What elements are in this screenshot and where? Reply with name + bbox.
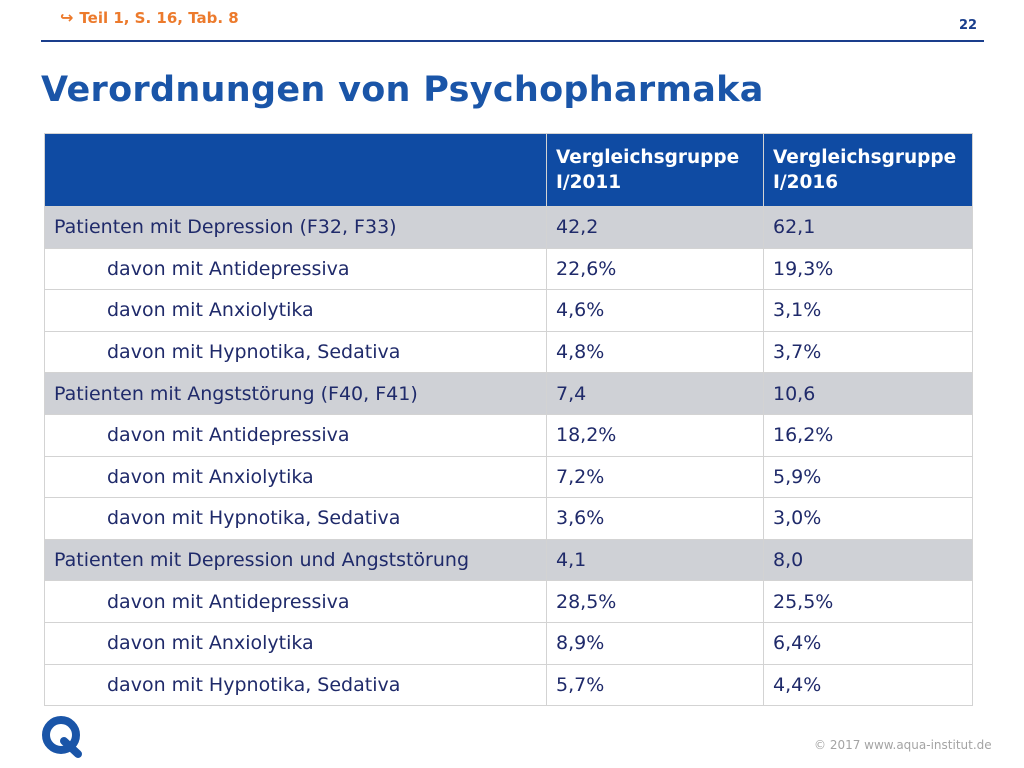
value-2016: 5,9% — [763, 455, 973, 499]
row-label: davon mit Antidepressiva — [44, 247, 547, 291]
value-2011: 4,8% — [546, 330, 764, 374]
value-2011: 3,6% — [546, 497, 764, 540]
value-2011: 42,2 — [546, 206, 764, 249]
value-2011: 7,4 — [546, 372, 764, 415]
value-2011: 8,9% — [546, 621, 764, 665]
value-2016: 16,2% — [763, 413, 973, 457]
table-row: davon mit Anxiolytika 4,6% 3,1% — [44, 289, 973, 332]
value-2016: 6,4% — [763, 621, 973, 665]
value-2016: 19,3% — [763, 247, 973, 291]
table-row: davon mit Antidepressiva 18,2% 16,2% — [44, 413, 973, 457]
table-row: davon mit Hypnotika, Sedativa 3,6% 3,0% — [44, 497, 973, 540]
row-label: davon mit Anxiolytika — [44, 289, 547, 332]
value-2016: 62,1 — [763, 206, 973, 249]
row-label: davon mit Anxiolytika — [44, 455, 547, 499]
value-2016: 8,0 — [763, 538, 973, 582]
value-2016: 3,1% — [763, 289, 973, 332]
value-2016: 3,0% — [763, 497, 973, 540]
row-label: davon mit Hypnotika, Sedativa — [44, 663, 547, 707]
table-group-row: Patienten mit Depression (F32, F33) 42,2 6… — [44, 206, 973, 249]
table-row: davon mit Hypnotika, Sedativa 5,7% 4,4% — [44, 663, 973, 707]
table-row: davon mit Anxiolytika 8,9% 6,4% — [44, 621, 973, 665]
table-row: davon mit Hypnotika, Sedativa 4,8% 3,7% — [44, 330, 973, 374]
page-number: 22 — [959, 18, 978, 33]
row-label: Patienten mit Depression und Angststörun… — [44, 538, 547, 582]
copyright-notice: © 2017 www.aqua-institut.de — [814, 738, 992, 752]
value-2011: 4,6% — [546, 289, 764, 332]
value-2016: 25,5% — [763, 580, 973, 623]
table-row: davon mit Anxiolytika 7,2% 5,9% — [44, 455, 973, 499]
value-2011: 18,2% — [546, 413, 764, 457]
row-label: Patienten mit Depression (F32, F33) — [44, 206, 547, 249]
table-row: davon mit Antidepressiva 28,5% 25,5% — [44, 580, 973, 623]
value-2016: 10,6 — [763, 372, 973, 415]
row-label: Patienten mit Angststörung (F40, F41) — [44, 372, 547, 415]
table-group-row: Patienten mit Angststörung (F40, F41) 7,4… — [44, 372, 973, 415]
source-reference-text: Teil 1, S. 16, Tab. 8 — [79, 9, 239, 27]
arrow-right-icon: ↪ — [60, 8, 74, 27]
source-reference: ↪ Teil 1, S. 16, Tab. 8 — [60, 9, 239, 27]
value-2011: 4,1 — [546, 538, 764, 582]
row-label: davon mit Anxiolytika — [44, 621, 547, 665]
row-label: davon mit Hypnotika, Sedativa — [44, 330, 547, 374]
column-header-2011: Vergleichsgruppe I/2011 — [546, 133, 764, 207]
table-header-row: Vergleichsgruppe I/2011 Vergleichsgruppe… — [44, 133, 973, 207]
table-body: Patienten mit Depression (F32, F33) 42,2 6… — [44, 206, 973, 707]
header-divider — [41, 40, 984, 42]
row-label: davon mit Hypnotika, Sedativa — [44, 497, 547, 540]
value-2016: 4,4% — [763, 663, 973, 707]
page-title: Verordnungen von Psychopharmaka — [41, 70, 764, 110]
aqua-q-logo-icon — [42, 716, 82, 758]
value-2011: 28,5% — [546, 580, 764, 623]
value-2011: 5,7% — [546, 663, 764, 707]
row-label: davon mit Antidepressiva — [44, 413, 547, 457]
table-row: davon mit Antidepressiva 22,6% 19,3% — [44, 247, 973, 291]
column-header-label — [44, 133, 547, 207]
column-header-2016: Vergleichsgruppe I/2016 — [763, 133, 973, 207]
row-label: davon mit Antidepressiva — [44, 580, 547, 623]
table-group-row: Patienten mit Depression und Angststörun… — [44, 538, 973, 582]
value-2011: 22,6% — [546, 247, 764, 291]
value-2011: 7,2% — [546, 455, 764, 499]
value-2016: 3,7% — [763, 330, 973, 374]
prescription-table: Vergleichsgruppe I/2011 Vergleichsgruppe… — [44, 133, 973, 707]
